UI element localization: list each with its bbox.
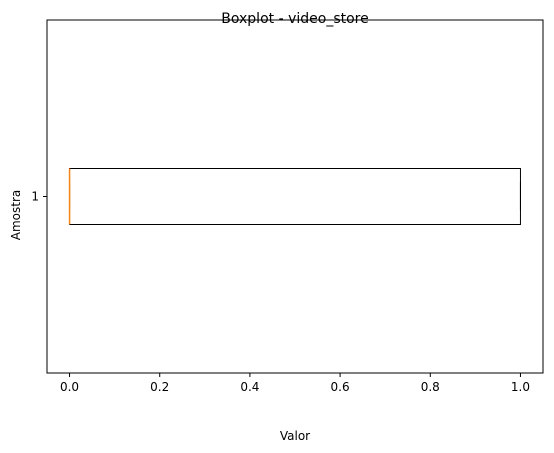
x-axis-label: Valor: [280, 429, 310, 443]
box-series: [68, 168, 521, 225]
x-tick-label: 0.4: [240, 380, 259, 394]
plot-area: [46, 19, 544, 374]
x-tick-label: 0.8: [421, 380, 440, 394]
x-tick-label: 1.0: [511, 380, 530, 394]
x-tick-label: 0.0: [60, 380, 79, 394]
y-axis-ticks: 1: [31, 190, 47, 204]
chart-title: Boxplot - video_store: [221, 11, 368, 27]
x-axis-ticks: 0.0 0.2 0.4 0.6 0.8 1.0: [60, 373, 530, 394]
y-tick-label: 1: [31, 190, 39, 204]
x-tick-label: 0.6: [331, 380, 350, 394]
y-axis-label: Amostra: [9, 190, 23, 240]
box-group: [68, 168, 521, 225]
x-tick-label: 0.2: [150, 380, 169, 394]
